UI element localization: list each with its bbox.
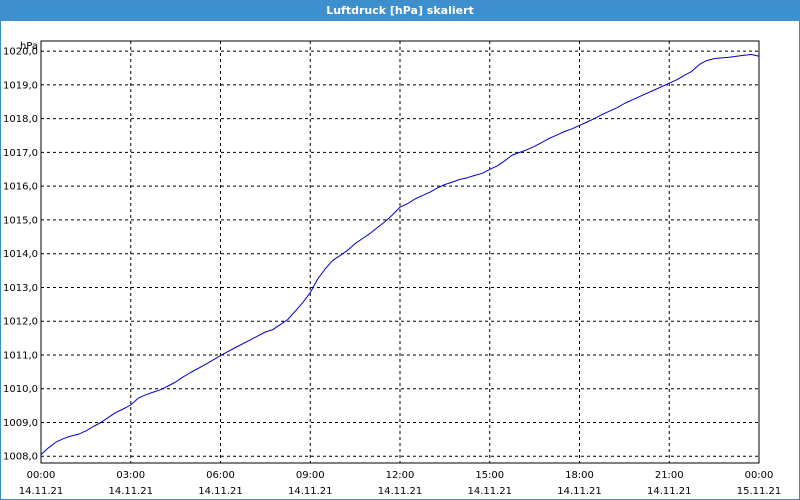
y-tick-label: 1019,0 [3, 80, 38, 91]
x-tick-date-label: 14.11.21 [19, 486, 64, 497]
x-tick-time-label: 15:00 [475, 470, 504, 481]
x-tick-date-label: 14.11.21 [198, 486, 243, 497]
plot-area [40, 40, 760, 464]
y-axis: 1008,0 1009,0 1010,0 1011,0 1012,0 1013,0 1014… [3, 47, 38, 463]
y-tick-label: 1018,0 [3, 114, 38, 125]
y-tick-label: 1011,0 [3, 350, 38, 361]
x-tick-date-label: 14.11.21 [288, 486, 333, 497]
x-tick-time-label: 09:00 [296, 470, 325, 481]
x-tick-date-label: 15.11.21 [737, 486, 782, 497]
x-tick-date-label: 14.11.21 [108, 486, 153, 497]
y-tick-label: 1008,0 [3, 452, 38, 463]
y-tick-label: 1009,0 [3, 418, 38, 429]
y-axis-label: hPa [20, 41, 38, 52]
x-tick-time-label: 12:00 [386, 470, 415, 481]
grid-lines [41, 41, 759, 463]
x-tick-time-label: 18:00 [565, 470, 594, 481]
x-tick-date-label: 14.11.21 [647, 486, 692, 497]
x-tick-date-label: 14.11.21 [557, 486, 602, 497]
series-layer [40, 54, 760, 455]
y-tick-label: 1020,0 [3, 47, 38, 58]
y-tick-label: 1017,0 [3, 148, 38, 159]
y-tick-label: 1015,0 [3, 215, 38, 226]
y-tick-label: 1013,0 [3, 283, 38, 294]
x-tick-time-label: 06:00 [206, 470, 235, 481]
y-tick-label: 1010,0 [3, 384, 38, 395]
x-tick-time-label: 00:00 [745, 470, 774, 481]
x-axis: 00:00 14.11.21 03:00 14.11.21 06:00 14.11.21 0… [19, 470, 782, 497]
y-tick-label: 1016,0 [3, 182, 38, 193]
x-tick-date-label: 14.11.21 [467, 486, 512, 497]
x-tick-time-label: 00:00 [27, 470, 56, 481]
x-tick-time-label: 03:00 [116, 470, 145, 481]
x-tick-date-label: 14.11.21 [378, 486, 423, 497]
window-title: Luftdruck [hPa] skaliert [1, 1, 799, 21]
y-tick-label: 1014,0 [3, 249, 38, 260]
series-line [40, 54, 760, 455]
y-tick-label: 1012,0 [3, 317, 38, 328]
x-tick-time-label: 21:00 [655, 470, 684, 481]
